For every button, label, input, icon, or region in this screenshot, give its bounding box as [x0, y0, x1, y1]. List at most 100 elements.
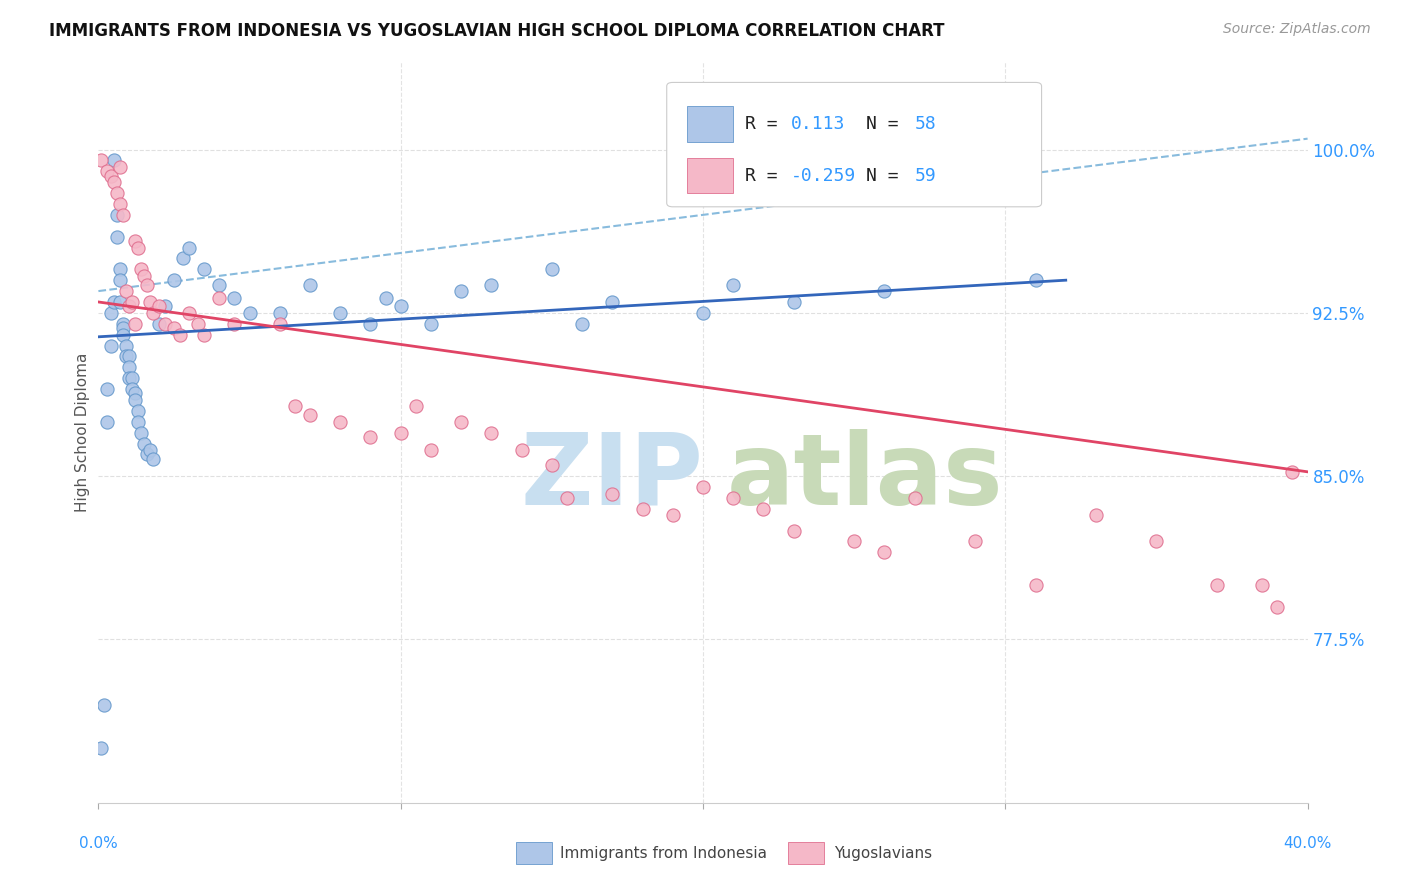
Point	[602, 486, 624, 500]
Point	[124, 386, 146, 401]
Point	[135, 277, 157, 292]
Point	[193, 262, 215, 277]
Point	[284, 400, 307, 414]
Point	[1267, 599, 1289, 614]
Point	[783, 524, 806, 538]
Point	[299, 277, 322, 292]
Point	[118, 360, 141, 375]
Point	[153, 299, 176, 313]
Point	[118, 350, 141, 364]
Point	[93, 698, 115, 712]
Point	[105, 186, 128, 200]
Point	[121, 295, 143, 310]
Point	[510, 443, 533, 458]
Y-axis label: High School Diploma: High School Diploma	[75, 353, 90, 512]
Point	[124, 317, 146, 331]
Point	[127, 404, 149, 418]
Point	[692, 480, 714, 494]
Point	[420, 317, 443, 331]
Point	[723, 277, 745, 292]
Point	[105, 208, 128, 222]
Point	[124, 392, 146, 407]
Point	[148, 299, 170, 313]
Point	[108, 197, 131, 211]
Text: R =: R =	[745, 115, 789, 133]
Point	[224, 317, 246, 331]
Point	[844, 534, 866, 549]
Point	[1024, 273, 1046, 287]
Point	[450, 415, 472, 429]
Point	[540, 458, 562, 473]
Point	[135, 447, 157, 461]
Point	[481, 425, 503, 440]
Text: Yugoslavians: Yugoslavians	[834, 846, 932, 861]
Point	[752, 501, 775, 516]
Text: 0.113: 0.113	[792, 115, 845, 133]
Point	[114, 338, 136, 352]
FancyBboxPatch shape	[516, 842, 551, 864]
Text: 58: 58	[915, 115, 936, 133]
Point	[450, 284, 472, 298]
Point	[239, 306, 262, 320]
Point	[142, 451, 165, 466]
Point	[360, 430, 382, 444]
Point	[540, 262, 562, 277]
Text: N =: N =	[866, 115, 910, 133]
Point	[129, 425, 152, 440]
Point	[1251, 578, 1274, 592]
Point	[631, 501, 654, 516]
Point	[103, 153, 125, 168]
Text: N =: N =	[866, 167, 910, 185]
Point	[329, 306, 352, 320]
Point	[96, 415, 118, 429]
Point	[1144, 534, 1167, 549]
Point	[405, 400, 427, 414]
Point	[389, 425, 412, 440]
Point	[299, 408, 322, 422]
Text: 59: 59	[915, 167, 936, 185]
Point	[103, 295, 125, 310]
Point	[904, 491, 927, 505]
Point	[1085, 508, 1108, 523]
Point	[111, 321, 134, 335]
Point	[148, 317, 170, 331]
Text: ZIP: ZIP	[520, 428, 703, 525]
Point	[179, 240, 201, 255]
Point	[127, 415, 149, 429]
Point	[129, 262, 152, 277]
Point	[100, 306, 122, 320]
Point	[187, 317, 209, 331]
Point	[389, 299, 412, 313]
Point	[108, 295, 131, 310]
FancyBboxPatch shape	[787, 842, 824, 864]
Text: IMMIGRANTS FROM INDONESIA VS YUGOSLAVIAN HIGH SCHOOL DIPLOMA CORRELATION CHART: IMMIGRANTS FROM INDONESIA VS YUGOSLAVIAN…	[49, 22, 945, 40]
Point	[132, 268, 155, 283]
Point	[114, 350, 136, 364]
Point	[111, 327, 134, 342]
Point	[661, 508, 683, 523]
Point	[108, 262, 131, 277]
Point	[208, 291, 231, 305]
Point	[139, 295, 162, 310]
Point	[555, 491, 578, 505]
Point	[163, 321, 186, 335]
Point	[100, 338, 122, 352]
Point	[90, 153, 112, 168]
Point	[108, 273, 131, 287]
Point	[873, 545, 896, 559]
Point	[108, 160, 131, 174]
Point	[481, 277, 503, 292]
FancyBboxPatch shape	[688, 106, 734, 142]
Point	[121, 371, 143, 385]
Point	[100, 169, 122, 183]
Text: 0.0%: 0.0%	[79, 836, 118, 851]
Point	[329, 415, 352, 429]
Point	[1281, 465, 1303, 479]
Point	[127, 240, 149, 255]
Point	[118, 371, 141, 385]
Point	[269, 317, 291, 331]
Point	[114, 284, 136, 298]
Point	[965, 534, 987, 549]
Point	[124, 234, 146, 248]
Point	[224, 291, 246, 305]
